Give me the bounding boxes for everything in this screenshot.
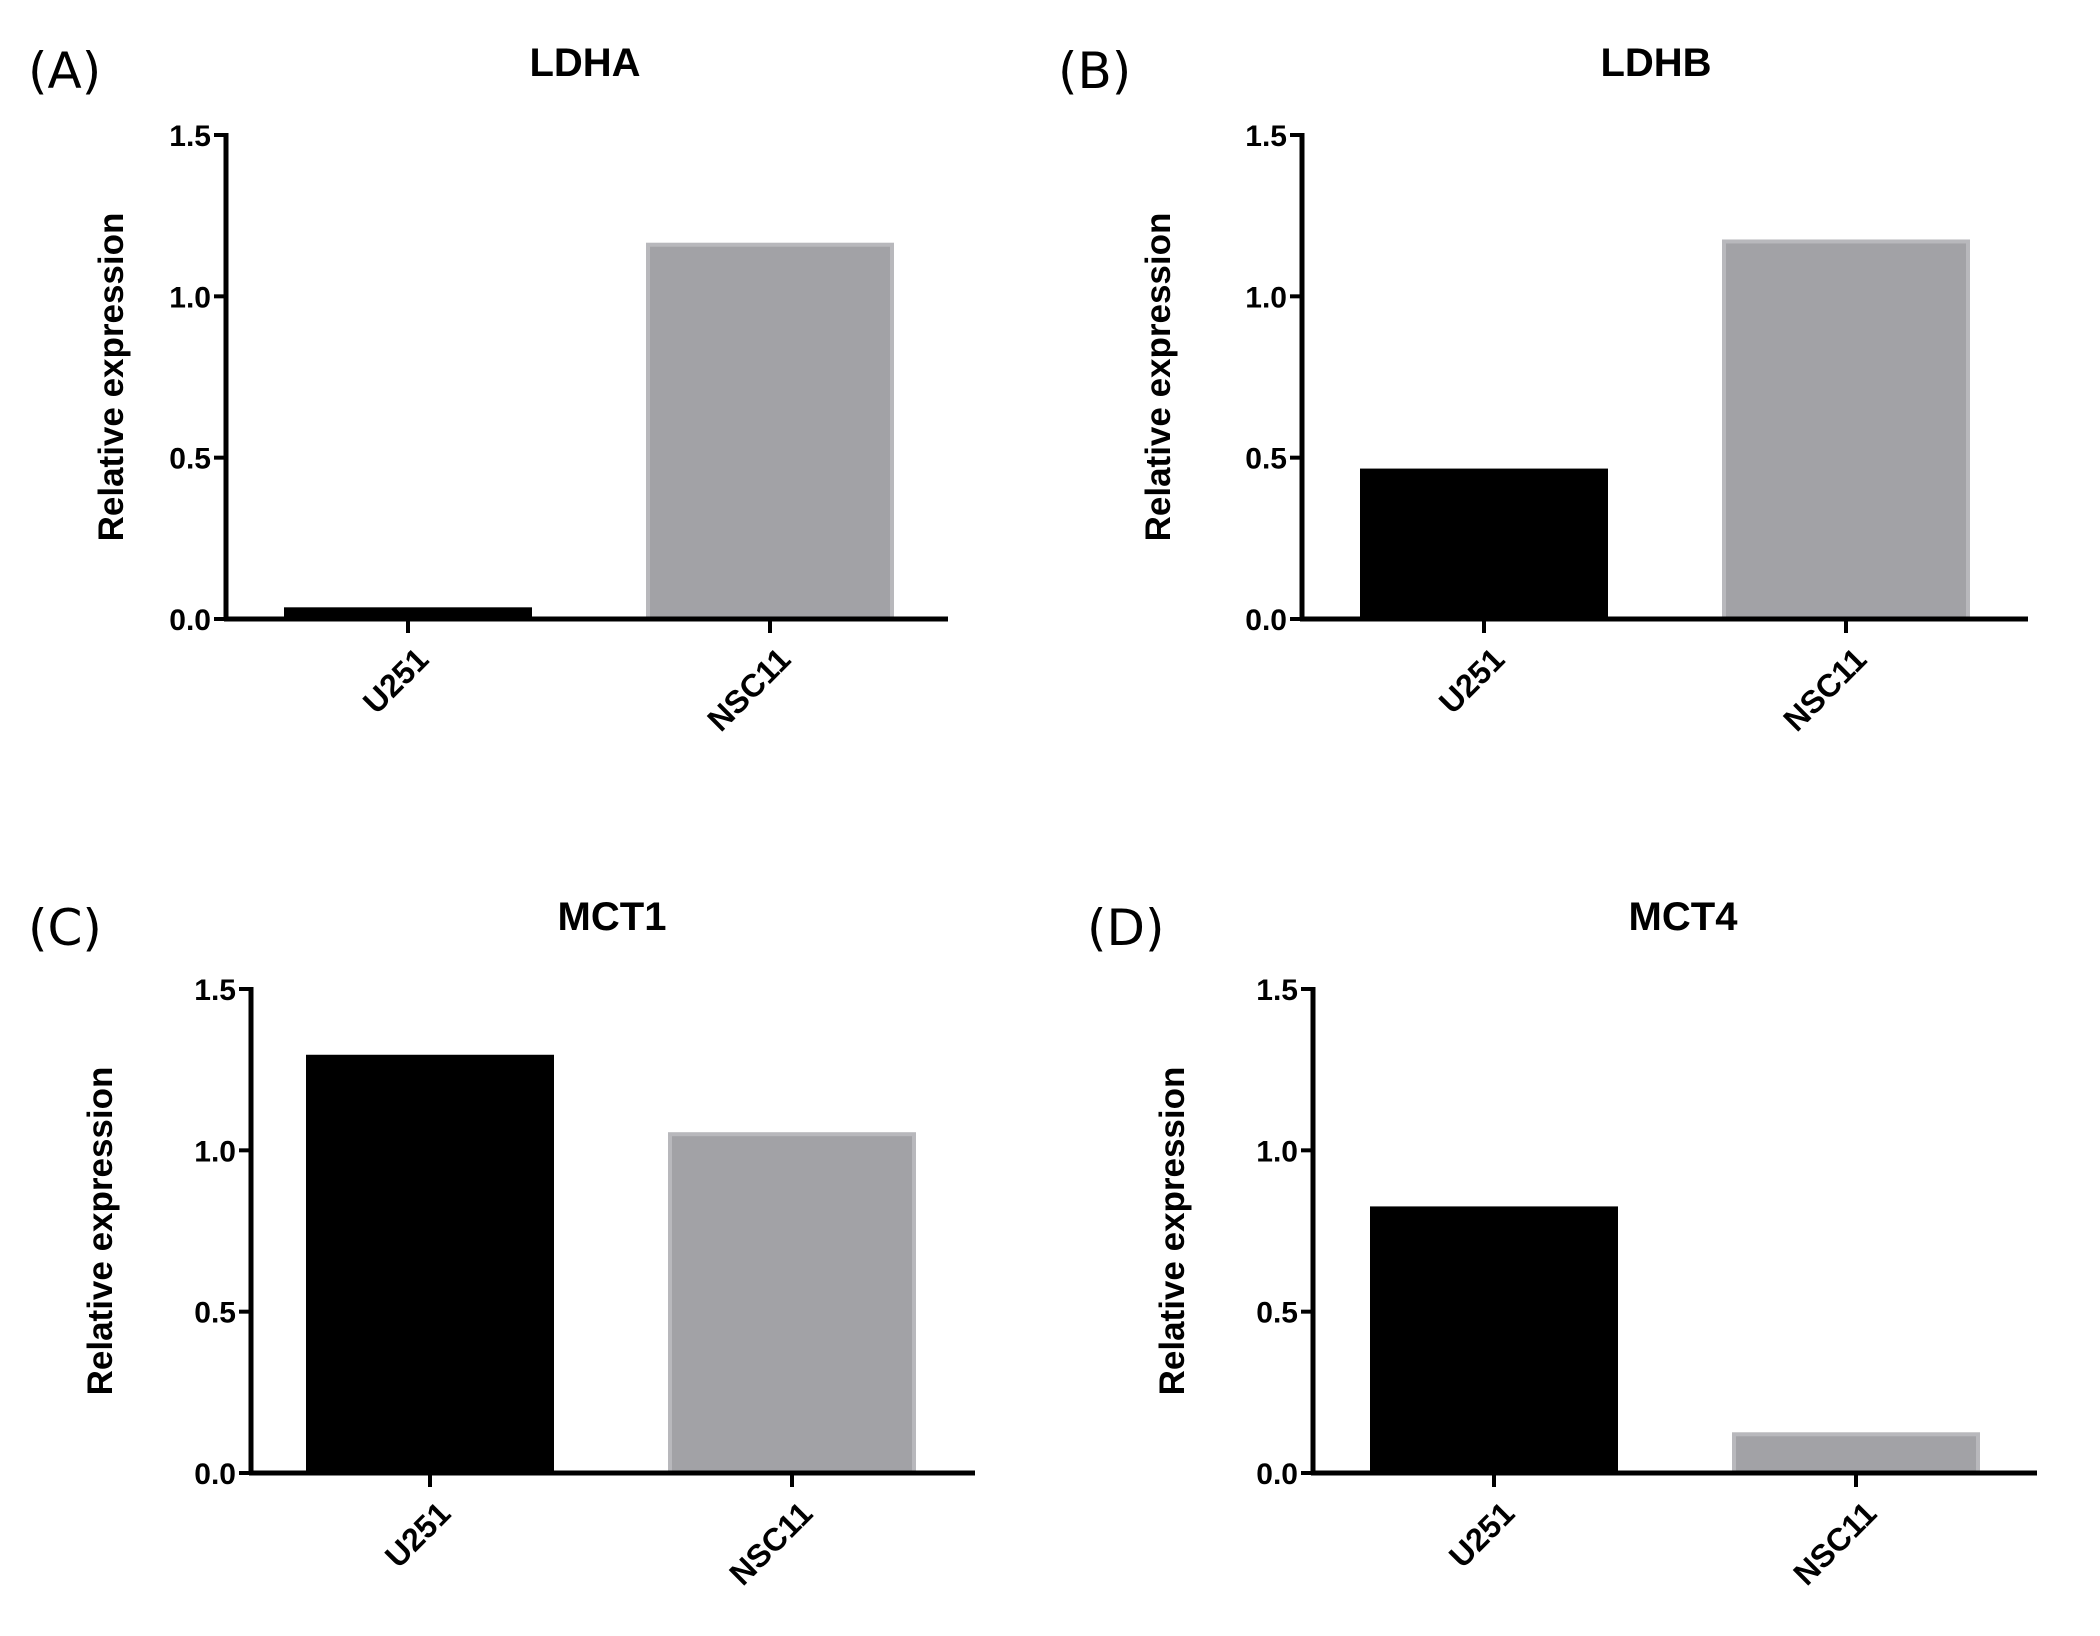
y-axis-label: Relative expression [81, 1067, 120, 1396]
bar-nsc11 [646, 242, 894, 621]
y-tick-label: 1.0 [1256, 1135, 1298, 1168]
chart-title: LDHB [1600, 41, 1711, 85]
x-tick-label-nsc11: NSC11 [722, 1495, 819, 1592]
x-tick-label-u251: U251 [356, 641, 436, 721]
bar-u251 [306, 1054, 554, 1475]
panel-label: (D) [1087, 899, 1165, 957]
panel-label: (B) [1058, 42, 1131, 100]
y-axis-label: Relative expression [1153, 1067, 1192, 1396]
y-tick-label: 1.0 [1245, 281, 1287, 314]
panel-label: (A) [28, 42, 101, 100]
y-tick-label: 0.5 [194, 1297, 236, 1330]
y-tick-label: 1.0 [169, 281, 211, 314]
y-tick-label: 0.5 [169, 443, 211, 476]
chart-title: MCT4 [1629, 895, 1739, 939]
y-tick-label: 1.5 [1245, 120, 1287, 153]
bar-u251 [1360, 468, 1608, 621]
chart-panel-mct1: (C) MCT1 Relative expression 0.0 0.5 1.0 1.5 U2… [28, 895, 975, 1592]
chart-panel-ldha: (A) LDHA Relative expression 0.0 0.5 1.0 1.5 U2… [28, 41, 948, 738]
chart-panel-ldhb: (B) LDHB Relative expression 0.0 0.5 1.0 1.5 U2… [1058, 41, 2028, 738]
x-tick-label-u251: U251 [378, 1495, 458, 1575]
chart-title: LDHA [529, 41, 640, 85]
y-axis-label: Relative expression [1139, 213, 1178, 542]
y-tick-label: 0.0 [194, 1458, 236, 1491]
bar-u251 [1370, 1206, 1618, 1475]
chart-title: MCT1 [558, 895, 667, 939]
bar-nsc11 [668, 1132, 916, 1475]
y-tick-label: 0.0 [1256, 1458, 1298, 1491]
bar-nsc11 [1722, 239, 1970, 621]
y-tick-label: 0.5 [1256, 1297, 1298, 1330]
y-axis-label: Relative expression [92, 213, 131, 542]
chart-panel-mct4: (D) MCT4 Relative expression 0.0 0.5 1.0 1.5 U2… [1087, 895, 2037, 1592]
y-tick-label: 1.5 [169, 120, 211, 153]
x-tick-label-u251: U251 [1432, 641, 1512, 721]
y-tick-label: 1.5 [194, 974, 236, 1007]
x-tick-label-nsc11: NSC11 [1776, 641, 1873, 738]
y-tick-label: 0.0 [1245, 604, 1287, 637]
x-tick-label-u251: U251 [1442, 1495, 1522, 1575]
panel-label: (C) [28, 899, 102, 957]
y-tick-label: 1.0 [194, 1135, 236, 1168]
x-tick-label-nsc11: NSC11 [700, 641, 797, 738]
y-tick-label: 0.0 [169, 604, 211, 637]
y-tick-label: 1.5 [1256, 974, 1298, 1007]
bar-nsc11 [1732, 1432, 1980, 1476]
x-tick-label-nsc11: NSC11 [1786, 1495, 1883, 1592]
y-tick-label: 0.5 [1245, 443, 1287, 476]
